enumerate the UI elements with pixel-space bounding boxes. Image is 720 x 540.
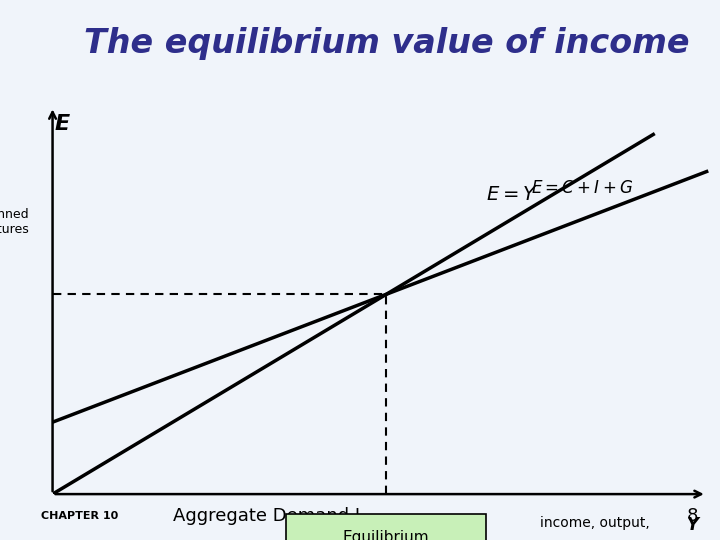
Text: E: E: [55, 114, 70, 134]
Text: Equilibrium
income: Equilibrium income: [343, 530, 430, 540]
Text: Aggregate Demand I: Aggregate Demand I: [173, 507, 360, 525]
Text: The equilibrium value of income: The equilibrium value of income: [84, 26, 689, 60]
FancyBboxPatch shape: [286, 514, 487, 540]
Text: 8: 8: [687, 507, 698, 525]
Text: $\mathbf{\it{E}}=\mathbf{\it{Y}}$: $\mathbf{\it{E}}=\mathbf{\it{Y}}$: [487, 185, 538, 204]
Text: planned
expenditures: planned expenditures: [0, 208, 30, 237]
Text: Y: Y: [687, 516, 698, 534]
Text: $\mathbf{\it{E}}=\mathbf{\it{C}}+\mathbf{\it{I}}+\mathbf{\it{G}}$: $\mathbf{\it{E}}=\mathbf{\it{C}}+\mathbf…: [531, 179, 633, 197]
Text: CHAPTER 10: CHAPTER 10: [40, 511, 118, 521]
Text: income, output,: income, output,: [540, 516, 649, 530]
